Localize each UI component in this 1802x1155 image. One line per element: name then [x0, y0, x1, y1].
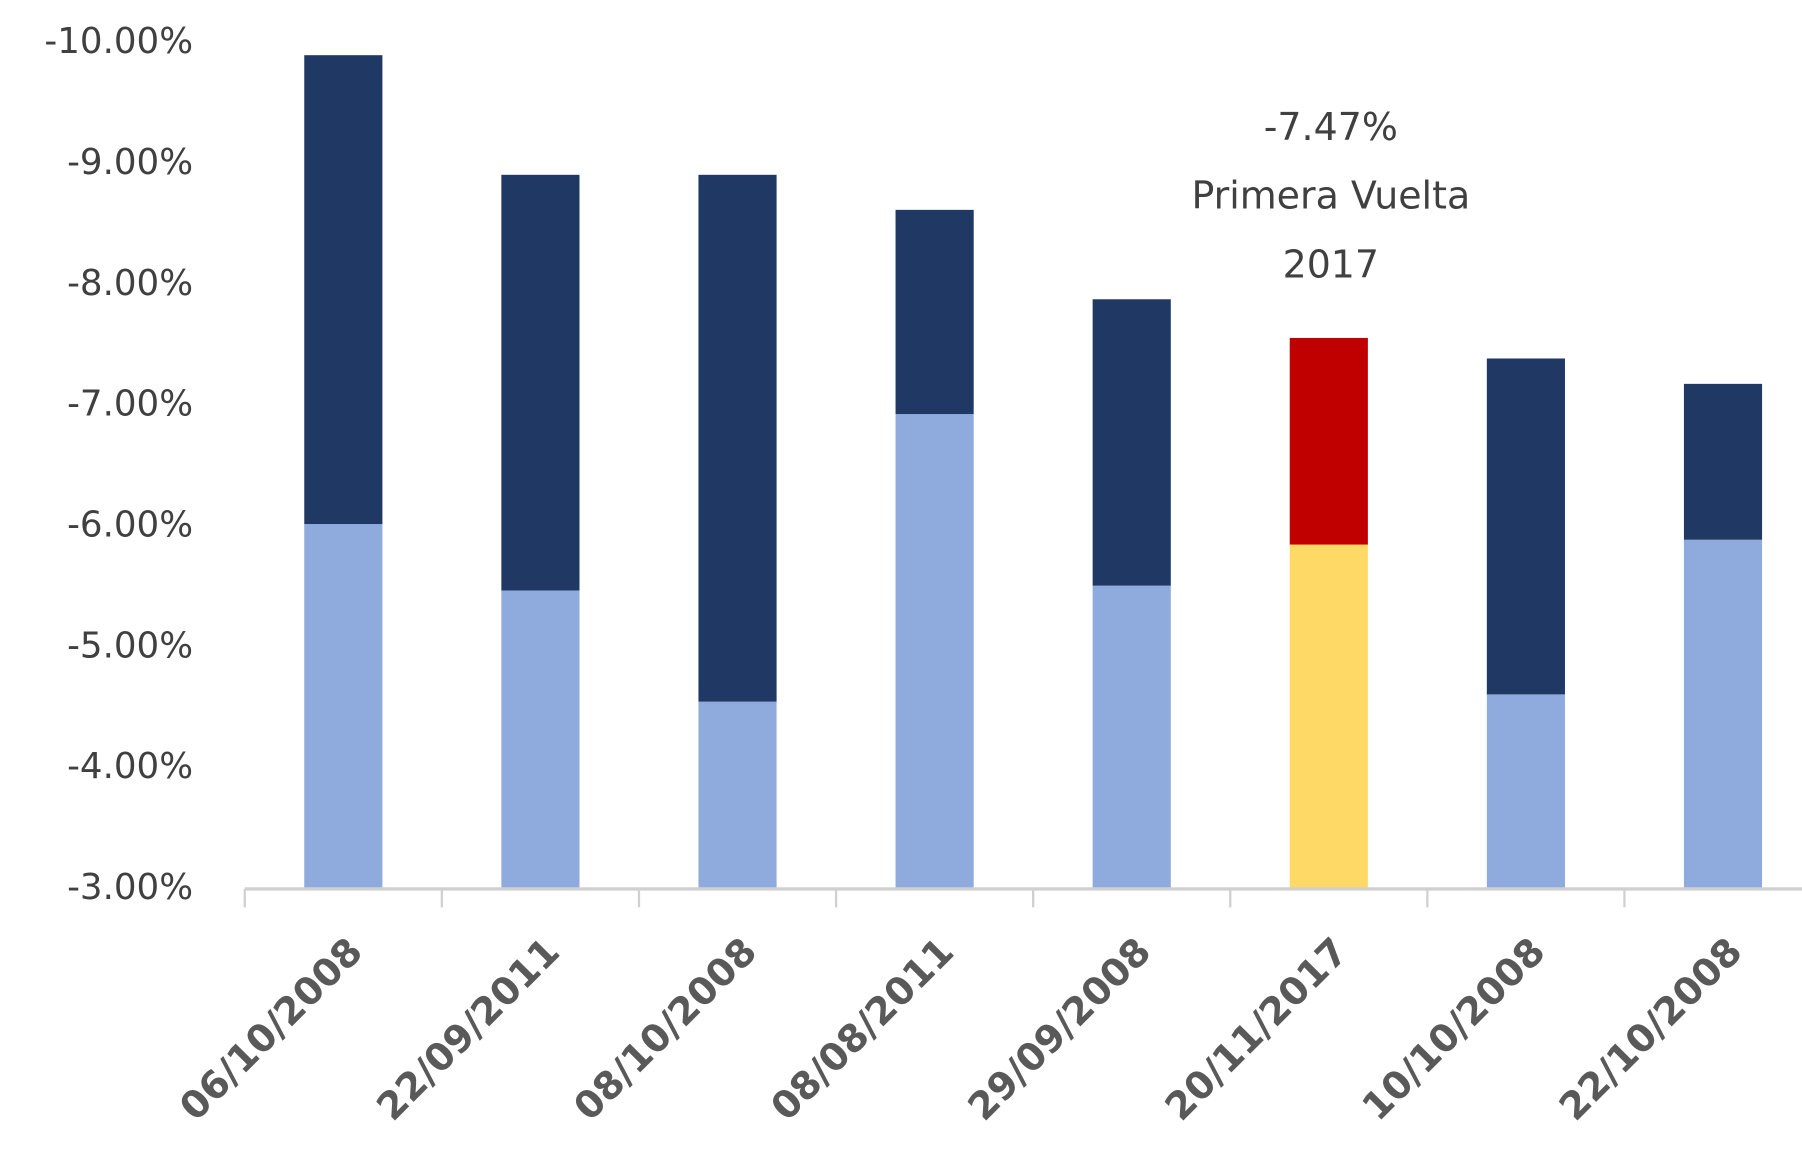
x-tick-label: 20/11/2017: [1156, 929, 1356, 1129]
bar-segment: [501, 590, 580, 889]
y-tick-label: -8.00%: [67, 263, 193, 304]
y-tick-label: -7.00%: [67, 384, 193, 425]
bar-segment: [1683, 383, 1763, 540]
annotation: 2017: [1283, 243, 1379, 287]
bar-segment: [698, 701, 777, 889]
bar-segment: [1092, 585, 1171, 889]
y-tick-label: -9.00%: [67, 142, 193, 183]
y-tick-label: -5.00%: [67, 625, 193, 666]
x-tick-label: 29/09/2008: [959, 929, 1159, 1129]
y-tick-label: -4.00%: [67, 746, 193, 787]
bar-segment: [304, 524, 383, 889]
x-tick-label: 10/10/2008: [1354, 929, 1554, 1129]
annotation: Primera Vuelta: [1191, 174, 1470, 218]
bar-segment: [1486, 694, 1565, 889]
bar-segment: [895, 209, 974, 415]
bar-segment: [304, 55, 383, 525]
bar-segment: [1486, 358, 1565, 695]
x-tick-label: 06/10/2008: [171, 929, 371, 1129]
y-tick-label: -6.00%: [67, 504, 193, 545]
y-tick-label: -3.00%: [67, 867, 193, 908]
x-tick-label: 22/10/2008: [1551, 929, 1751, 1129]
y-tick-label: -10.00%: [44, 21, 193, 62]
bar-segment: [895, 414, 974, 889]
x-tick-label: 22/09/2011: [368, 929, 568, 1129]
bar-segment: [1092, 299, 1171, 586]
bar-segment: [1289, 544, 1368, 889]
x-tick-label: 08/08/2011: [762, 929, 962, 1129]
bar-segment: [1683, 539, 1763, 889]
annotation: -7.47%: [1264, 105, 1398, 149]
bar-segment: [698, 174, 777, 702]
bar-segment: [501, 174, 580, 591]
x-tick-label: 08/10/2008: [565, 929, 765, 1129]
bar-segment: [1289, 337, 1368, 545]
